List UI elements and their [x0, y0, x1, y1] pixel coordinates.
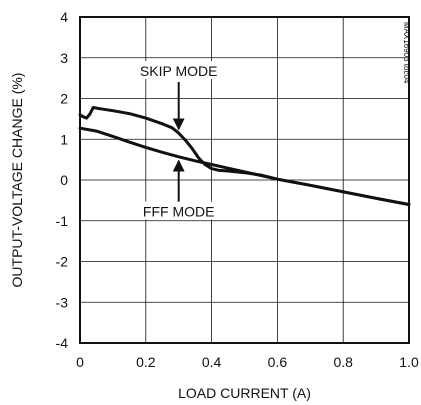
- y-tick-label: 0: [60, 172, 68, 188]
- annotation-label-background: [133, 61, 224, 80]
- series-group: [78, 106, 411, 206]
- series-line-skip-mode: [78, 106, 411, 206]
- x-tick-label: 0: [76, 354, 84, 370]
- y-tick-label: -4: [56, 335, 69, 351]
- x-tick-label: 0.6: [268, 354, 288, 370]
- y-tick-label: 2: [60, 91, 68, 107]
- watermark-label: MAX16903 toc04: [402, 22, 411, 84]
- annotation-label-background: [133, 201, 224, 220]
- x-tick-label: 0.4: [202, 354, 222, 370]
- skip-mode-label: SKIP MODE: [140, 63, 218, 79]
- y-tick-label: 1: [60, 131, 68, 147]
- annotations: SKIP MODE FFF MODE: [133, 61, 224, 220]
- y-tick-label: -2: [56, 254, 69, 270]
- x-axis-label: LOAD CURRENT (A): [178, 385, 311, 401]
- y-tick-label: 3: [60, 50, 68, 66]
- y-tick-label: -1: [56, 213, 69, 229]
- plot-frame: [79, 16, 410, 344]
- series-line-fff-mode: [78, 126, 411, 206]
- y-axis-label: OUTPUT-VOLTAGE CHANGE (%): [9, 73, 25, 288]
- y-tick-label: 4: [60, 9, 68, 25]
- fff-mode-label: FFF MODE: [143, 204, 215, 220]
- x-tick-label: 1.0: [399, 354, 419, 370]
- x-tick-label: 0.2: [136, 354, 156, 370]
- y-tick-label: -3: [56, 294, 69, 310]
- x-tick-label: 0.8: [333, 354, 353, 370]
- tick-labels: 0 0.2 0.4 0.6 0.8 1.0 4 3 2 1 0 -1 -2 -3 -4: [56, 9, 419, 370]
- grid-lines: [80, 17, 409, 343]
